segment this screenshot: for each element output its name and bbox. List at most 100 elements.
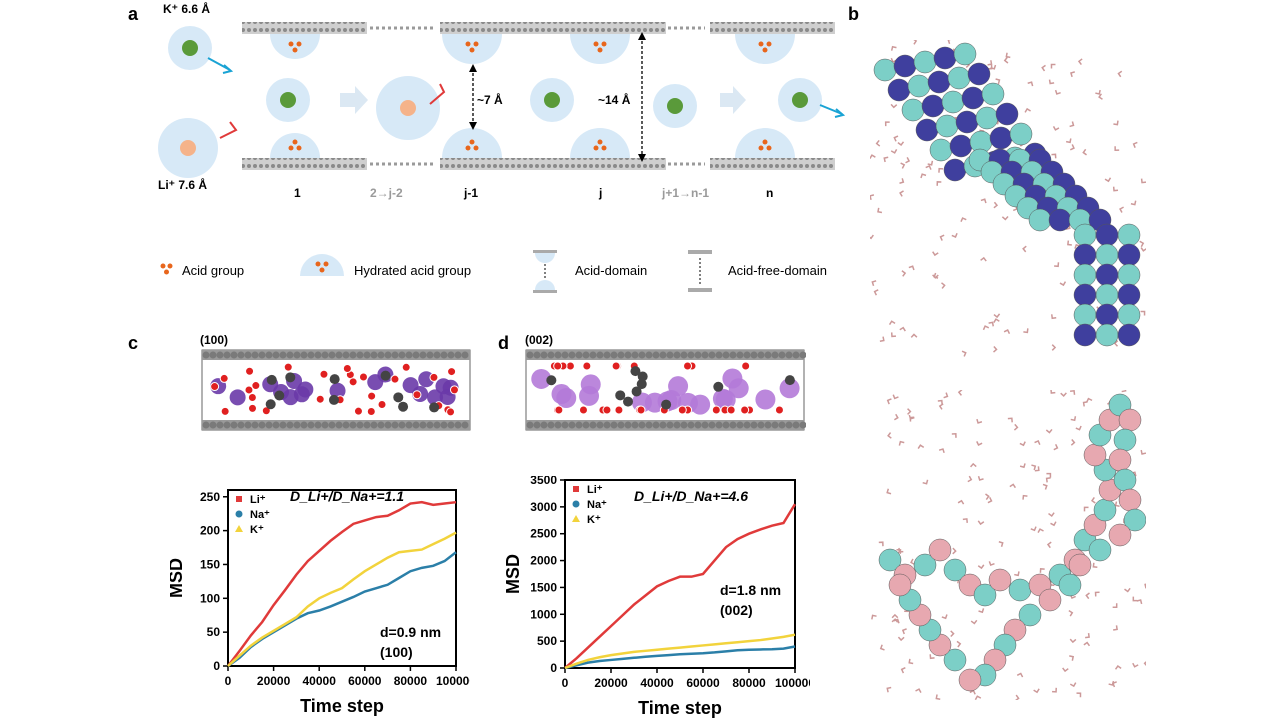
graphene-atom [307, 421, 315, 429]
water-molecule [962, 518, 968, 523]
water-molecule [977, 564, 985, 570]
carbon-atom [784, 375, 795, 386]
structure-002 [525, 349, 806, 431]
graphene-atom [554, 351, 562, 359]
ion-atom [722, 368, 743, 389]
ion-atom [229, 389, 246, 406]
water-molecule [1067, 240, 1072, 246]
water-molecule [1019, 463, 1026, 469]
y-tick-label: 3000 [530, 500, 557, 514]
water-molecule [1007, 417, 1013, 423]
legend-acid-group: Acid group [182, 263, 245, 278]
water-molecule [967, 475, 973, 483]
graphene-atom [251, 421, 259, 429]
oxygen-atom [261, 406, 271, 416]
water-molecule [993, 313, 1001, 319]
water-molecule [1060, 392, 1067, 397]
graphene-atom [631, 421, 639, 429]
water-molecule [985, 493, 990, 501]
graphene-atom [405, 351, 413, 359]
water-molecule [961, 350, 967, 357]
ion-sphere [1073, 243, 1097, 267]
ion-sphere [1058, 573, 1082, 597]
graphene-atom [715, 421, 723, 429]
graphene-atom [377, 351, 385, 359]
graphene-atom [286, 421, 294, 429]
panel-letter-a: a [128, 4, 139, 24]
y-tick-label: 3500 [530, 476, 557, 487]
oxygen-atom [353, 406, 363, 416]
graphene-atom [750, 421, 758, 429]
water-molecule [941, 282, 946, 289]
x-axis-label: Time step [638, 698, 722, 718]
y-tick-label: 150 [200, 557, 220, 571]
graphene-atom [412, 421, 420, 429]
x-tick-label: 40000 [640, 676, 674, 690]
schematic-legend [160, 250, 712, 293]
water-molecule [1069, 121, 1075, 128]
water-molecule [977, 520, 985, 526]
water-molecule [1119, 206, 1124, 213]
graphene-atom [708, 351, 716, 359]
water-molecule [899, 190, 904, 197]
graphene-atom [265, 421, 273, 429]
ions [158, 26, 822, 178]
water-molecule [1108, 680, 1115, 686]
y-tick-label: 0 [213, 659, 220, 673]
water-molecule [950, 630, 955, 638]
graphene-atom [680, 421, 688, 429]
ion-sphere [1073, 303, 1097, 327]
water-molecule [1045, 477, 1051, 483]
ion-sphere [873, 58, 897, 82]
panel-letter-c: c [128, 333, 139, 353]
ion-atom [755, 389, 776, 410]
ion-sphere [1073, 283, 1097, 307]
graphene-atom [673, 421, 681, 429]
ion-sphere [1095, 283, 1119, 307]
water-molecule [1048, 512, 1055, 517]
graphene-atom [433, 421, 441, 429]
graphene-atom [561, 351, 569, 359]
graphene-atom [736, 421, 744, 429]
graphene-atom [384, 351, 392, 359]
y-tick-label: 1500 [530, 580, 557, 594]
graphene-atom [349, 351, 357, 359]
water-molecule [941, 614, 948, 620]
plot-frame [564, 479, 796, 669]
water-molecule [886, 686, 892, 693]
ion-sphere [1018, 603, 1042, 627]
graphene-atom [533, 421, 541, 429]
water-molecule [887, 432, 892, 439]
water-molecule [910, 558, 915, 566]
ion-sphere [1083, 443, 1107, 467]
legend-label: K⁺ [250, 524, 264, 536]
water-molecule [1086, 397, 1093, 403]
water-molecule [915, 688, 922, 693]
water-molecule [1069, 144, 1075, 151]
ion-sphere [1095, 303, 1119, 327]
ion-sphere [915, 118, 939, 142]
ion-sphere [901, 98, 925, 122]
graphene-atom [617, 421, 625, 429]
ion-sphere [1118, 488, 1142, 512]
graphene-atom [715, 351, 723, 359]
graphene-atom [736, 351, 744, 359]
ion-sphere [958, 668, 982, 692]
oxygen-atom [245, 366, 255, 376]
graphene-atom [722, 421, 730, 429]
graphene-atom [624, 421, 632, 429]
graphene-atom [764, 351, 772, 359]
graphene-atom [405, 421, 413, 429]
graphene-atom [603, 351, 611, 359]
ion-sphere [928, 538, 952, 562]
water-molecule [1139, 240, 1145, 248]
series-line-0 [227, 500, 457, 667]
graphene-atom [230, 421, 238, 429]
oxygen-atom [377, 400, 387, 410]
graphene-atom [356, 421, 364, 429]
graphene-atom [391, 421, 399, 429]
legend-marker [572, 500, 580, 508]
graphene-atom [370, 351, 378, 359]
graphene-atom [370, 421, 378, 429]
ion-sphere [1048, 208, 1072, 232]
